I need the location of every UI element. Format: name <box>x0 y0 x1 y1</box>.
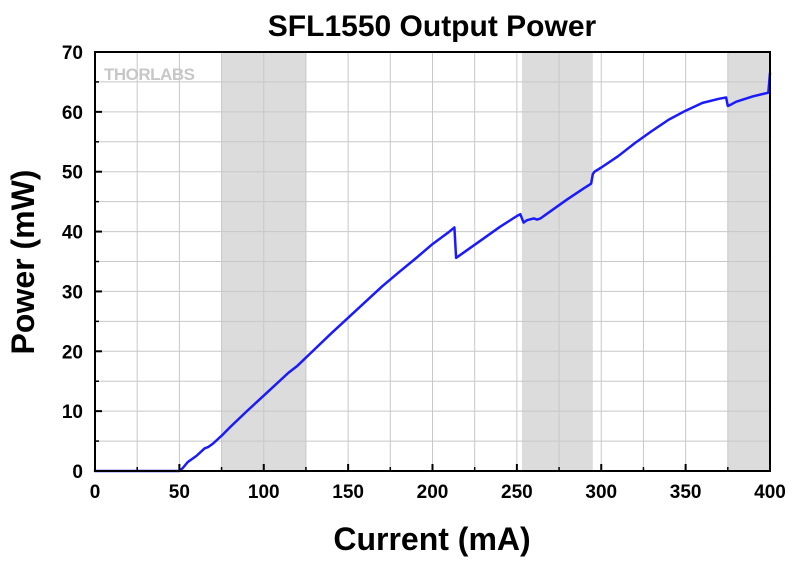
x-tick-label: 0 <box>90 482 101 503</box>
x-tick-label: 350 <box>670 482 702 503</box>
x-axis-label: Current (mA) <box>333 521 530 557</box>
x-tick-label: 250 <box>501 482 533 503</box>
y-tick-label: 0 <box>72 462 83 483</box>
chart-title: SFL1550 Output Power <box>268 10 597 43</box>
x-tick-label: 100 <box>248 482 280 503</box>
x-tick-label: 300 <box>585 482 617 503</box>
thorlabs-watermark: THORLABS <box>104 65 195 84</box>
y-tick-label: 20 <box>62 342 83 363</box>
y-tick-label: 10 <box>62 402 83 423</box>
axis-ticks: 0 50 100 150 200 250 300 350 400 0 10 20 30 40 50 60 70 <box>62 43 786 503</box>
x-tick-label: 150 <box>332 482 364 503</box>
grid <box>95 52 770 471</box>
x-tick-label: 50 <box>169 482 190 503</box>
y-tick-label: 70 <box>62 43 83 64</box>
x-tick-label: 400 <box>754 482 786 503</box>
series-layer <box>93 71 772 473</box>
y-axis-label: Power (mW) <box>5 170 41 355</box>
y-tick-label: 40 <box>62 223 83 244</box>
y-tick-label: 60 <box>62 103 83 124</box>
y-tick-label: 30 <box>62 282 83 303</box>
series-line-1 <box>93 71 772 473</box>
x-tick-label: 200 <box>417 482 449 503</box>
y-tick-label: 50 <box>62 163 83 184</box>
